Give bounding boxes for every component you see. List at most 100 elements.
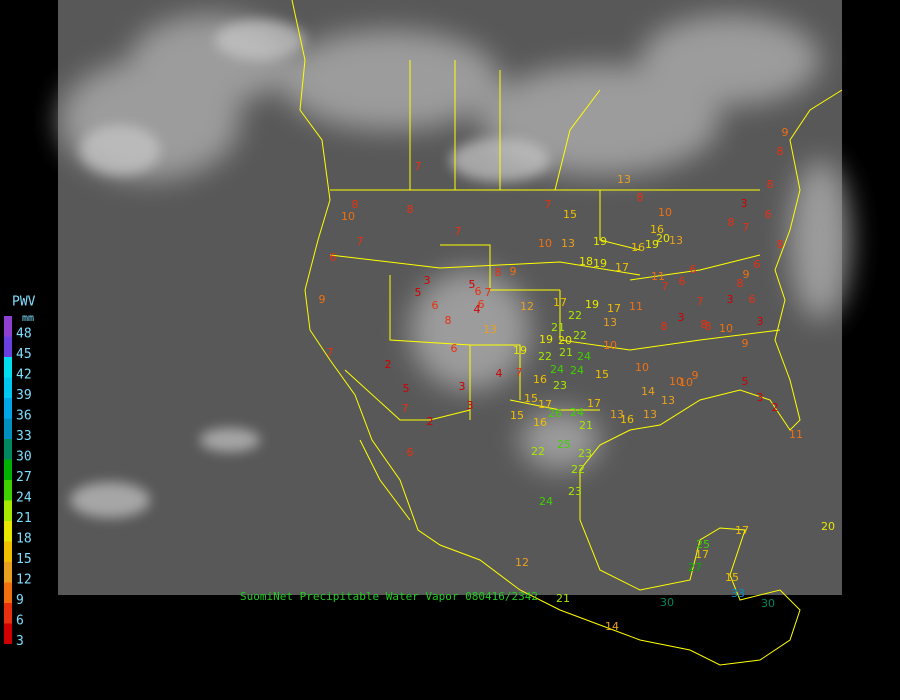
station-value: 25 (557, 438, 571, 451)
station-value: 17 (553, 296, 567, 309)
station-value: 10 (719, 322, 733, 335)
station-value: 12 (515, 556, 529, 569)
station-value: 5 (403, 382, 410, 395)
legend-label: 21 (16, 511, 32, 526)
legend-swatch (4, 480, 12, 501)
station-value: 7 (485, 286, 492, 299)
station-value: 13 (483, 323, 497, 336)
station-value: 6 (478, 298, 485, 311)
legend-label: 15 (16, 552, 32, 567)
legend-label: 24 (16, 491, 32, 506)
station-value: 4 (474, 303, 481, 316)
station-value: 15 (725, 571, 739, 584)
station-value: 16 (620, 413, 634, 426)
station-value: 7 (327, 346, 334, 359)
station-value: 15 (524, 392, 538, 405)
station-value: 6 (330, 251, 337, 264)
legend-swatch (4, 418, 12, 439)
station-value: 19 (593, 257, 607, 270)
station-value: 3 (459, 380, 466, 393)
station-value: 8 (728, 216, 735, 229)
station-value: 9 (782, 126, 789, 139)
station-value: 22 (531, 445, 545, 458)
station-value: 19 (539, 333, 553, 346)
legend-swatch (4, 541, 12, 562)
station-value: 13 (661, 394, 675, 407)
station-value: 24 (570, 364, 584, 377)
station-value: 12 (520, 300, 534, 313)
legend-swatch (4, 521, 12, 542)
station-value: 8 (495, 266, 502, 279)
station-value: 6 (690, 263, 697, 276)
station-value: 10 (679, 376, 693, 389)
legend-title: PWV (12, 295, 36, 310)
station-value: 3 (757, 315, 764, 328)
legend-swatch (4, 357, 12, 378)
station-value: 10 (658, 206, 672, 219)
station-value: 7 (357, 235, 364, 248)
station-value: 17 (607, 302, 621, 315)
legend-swatch (4, 623, 12, 644)
station-value: 8 (705, 320, 712, 333)
station-value: 13 (561, 237, 575, 250)
station-value: 15 (595, 368, 609, 381)
station-value: 22 (568, 309, 582, 322)
legend-swatch (4, 582, 12, 603)
station-value: 21 (559, 346, 573, 359)
station-value: 6 (679, 275, 686, 288)
station-value: 13 (603, 316, 617, 329)
station-value: 24 (577, 350, 591, 363)
legend-label: 12 (16, 573, 32, 588)
station-value: 3 (757, 391, 764, 404)
station-value: 19 (593, 235, 607, 248)
station-value: 6 (749, 293, 756, 306)
station-value: 6 (407, 446, 414, 459)
station-value: 8 (637, 191, 644, 204)
station-value: 26 (548, 407, 562, 420)
station-value: 9 (692, 369, 699, 382)
station-value: 9 (510, 265, 517, 278)
legend-label: 3 (16, 634, 24, 649)
legend-swatch (4, 562, 12, 583)
station-value: 8 (737, 277, 744, 290)
station-value: 7 (662, 280, 669, 293)
station-value: 25 (696, 538, 710, 551)
station-value: 10 (538, 237, 552, 250)
station-value: 2 (772, 401, 779, 414)
station-value: 2 (385, 358, 392, 371)
station-value: 30 (761, 597, 775, 610)
station-value: 27 (688, 561, 702, 574)
station-value: 3 (678, 311, 685, 324)
station-value: 23 (568, 485, 582, 498)
station-value: 23 (578, 447, 592, 460)
legend-swatch (4, 459, 12, 480)
station-value: 14 (605, 620, 619, 633)
station-value: 18 (579, 255, 593, 268)
station-value: 5 (469, 278, 476, 291)
legend-swatch (4, 439, 12, 460)
station-value: 24 (550, 363, 564, 376)
station-value: 8 (767, 178, 774, 191)
station-value: 19 (645, 238, 659, 251)
station-value: 16 (650, 223, 664, 236)
station-value: 19 (513, 344, 527, 357)
legend-swatch (4, 377, 12, 398)
station-value: 8 (445, 314, 452, 327)
station-value: 19 (585, 298, 599, 311)
station-value: 22 (573, 329, 587, 342)
station-value: 11 (651, 270, 665, 283)
legend-swatch (4, 500, 12, 521)
legend-label: 45 (16, 347, 32, 362)
station-value: 16 (533, 373, 547, 386)
station-value: 10 (669, 375, 683, 388)
legend-label: 33 (16, 429, 32, 444)
station-value: 22 (538, 350, 552, 363)
station-value: 17 (615, 261, 629, 274)
station-value: 8 (352, 198, 359, 211)
station-value: 8 (661, 320, 668, 333)
legend-label: 48 (16, 327, 32, 342)
station-value: 24 (570, 406, 584, 419)
station-value: 9 (743, 268, 750, 281)
